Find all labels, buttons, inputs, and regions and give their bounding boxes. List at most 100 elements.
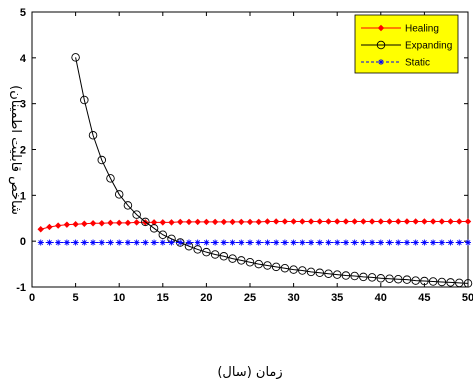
- data-point: [90, 239, 97, 246]
- star-stroke: [99, 240, 105, 245]
- data-point: [54, 222, 62, 229]
- data-point: [194, 218, 201, 226]
- data-point: [159, 219, 167, 226]
- star-stroke: [299, 240, 305, 245]
- star-stroke: [326, 240, 331, 245]
- x-tick-label: 0: [29, 292, 35, 304]
- data-point: [395, 218, 402, 225]
- data-point: [332, 270, 342, 279]
- data-point: [463, 279, 473, 288]
- star-stroke: [343, 240, 349, 245]
- y-tick-label: 3: [20, 99, 26, 111]
- star-stroke: [169, 240, 174, 245]
- star-stroke: [160, 240, 166, 245]
- data-point: [63, 221, 71, 228]
- data-point: [264, 218, 271, 225]
- data-point: [368, 218, 376, 225]
- star-stroke: [125, 240, 131, 245]
- data-point: [446, 278, 455, 287]
- star-stroke: [421, 240, 427, 245]
- series-expanding: [71, 53, 473, 288]
- legend-label-static: Static: [405, 58, 430, 69]
- data-point: [71, 53, 80, 62]
- series-static: [37, 239, 471, 246]
- star-stroke: [73, 240, 79, 245]
- data-point: [220, 239, 227, 246]
- data-point: [456, 239, 463, 246]
- data-point: [254, 259, 263, 269]
- data-point: [430, 239, 437, 246]
- data-point: [212, 239, 219, 246]
- data-point: [411, 276, 420, 285]
- data-point: [393, 274, 403, 284]
- star-stroke: [308, 240, 314, 245]
- data-point: [81, 220, 88, 227]
- data-point: [202, 247, 211, 257]
- x-axis-label: زمان (سال): [217, 365, 282, 380]
- star-stroke: [212, 240, 218, 245]
- data-point: [194, 239, 201, 246]
- series-healing: [37, 218, 472, 233]
- data-point: [307, 218, 315, 225]
- data-point: [46, 239, 53, 246]
- star-stroke: [273, 240, 279, 245]
- data-point: [438, 239, 445, 246]
- data-point: [290, 218, 297, 225]
- data-point: [115, 219, 123, 227]
- data-point: [142, 239, 149, 246]
- data-point: [193, 245, 202, 254]
- data-point: [116, 239, 123, 246]
- data-point: [377, 218, 385, 225]
- star-stroke: [265, 240, 270, 245]
- data-point: [421, 218, 428, 225]
- y-tick-label: 4: [20, 53, 27, 65]
- data-point: [403, 239, 410, 246]
- star-stroke: [55, 240, 61, 245]
- data-point: [447, 239, 454, 246]
- data-point: [428, 277, 438, 286]
- data-point: [395, 239, 402, 246]
- data-point: [386, 239, 393, 246]
- data-point: [360, 218, 367, 225]
- data-point: [324, 269, 333, 278]
- star-stroke: [369, 240, 375, 245]
- star-stroke: [378, 240, 384, 245]
- data-point: [342, 239, 349, 246]
- data-point: [367, 273, 377, 282]
- data-point: [247, 239, 253, 246]
- x-tick-label: 20: [200, 292, 212, 304]
- data-point: [72, 220, 79, 228]
- data-point: [37, 239, 44, 246]
- star-stroke: [47, 240, 52, 245]
- x-tick-label: 50: [462, 292, 473, 304]
- star-stroke: [465, 240, 471, 245]
- data-point: [203, 218, 210, 226]
- star-stroke: [352, 240, 358, 245]
- data-point: [88, 131, 98, 140]
- data-point: [281, 218, 289, 225]
- data-point: [238, 218, 245, 226]
- star-stroke: [360, 240, 366, 245]
- legend-label-expanding: Expanding: [405, 41, 452, 52]
- data-point: [132, 210, 141, 219]
- data-point: [263, 261, 272, 270]
- data-point: [185, 239, 192, 246]
- data-point: [150, 219, 158, 226]
- star-stroke: [64, 240, 70, 245]
- data-point: [273, 239, 280, 246]
- data-point: [316, 239, 323, 246]
- data-point: [133, 239, 140, 246]
- data-point: [360, 239, 367, 246]
- star-stroke: [134, 240, 140, 245]
- data-point: [465, 239, 471, 246]
- x-tick-label: 45: [418, 292, 430, 304]
- star-stroke: [142, 240, 148, 245]
- data-point: [220, 218, 228, 226]
- data-point: [177, 218, 184, 226]
- star-stroke: [247, 240, 253, 245]
- star-stroke: [256, 240, 262, 245]
- star-stroke: [378, 59, 384, 65]
- x-tick-label: 30: [287, 292, 299, 304]
